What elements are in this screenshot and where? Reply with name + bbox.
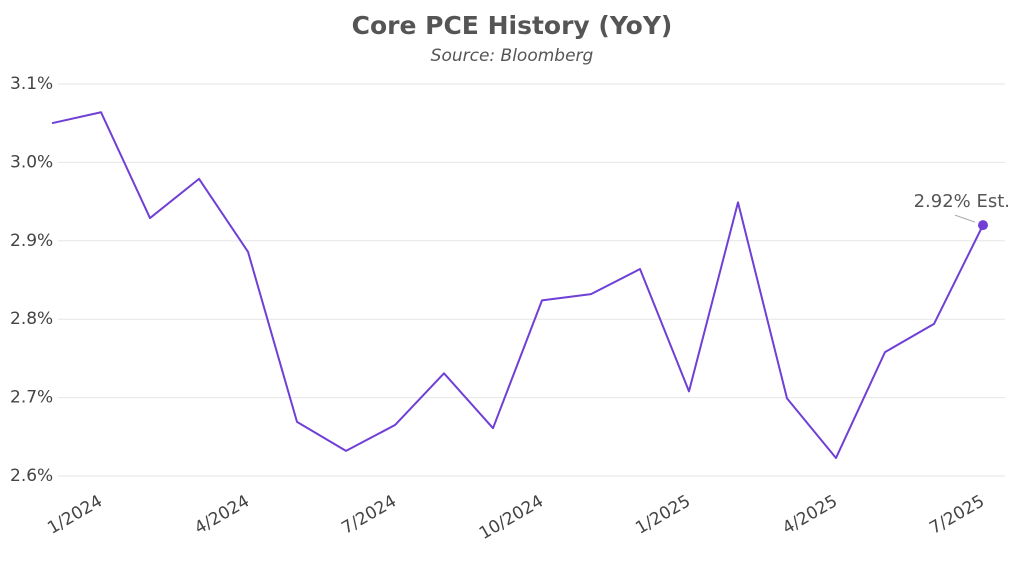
y-tick-label: 3.0% bbox=[10, 152, 53, 172]
annotation-leader bbox=[954, 214, 976, 223]
x-tick-label: 4/2025 bbox=[779, 491, 841, 538]
y-tick-label: 2.9% bbox=[10, 231, 53, 251]
x-tick-label: 1/2025 bbox=[632, 491, 694, 538]
x-tick-label: 7/2025 bbox=[926, 491, 988, 538]
x-tick-label: 1/2024 bbox=[44, 491, 106, 538]
y-tick-label: 2.6% bbox=[10, 466, 53, 486]
x-tick-label: 4/2024 bbox=[191, 491, 253, 538]
x-tick-label: 7/2024 bbox=[338, 491, 400, 538]
end-point bbox=[978, 220, 988, 231]
data-line bbox=[51, 111, 984, 459]
annotation: 2.92% Est. bbox=[914, 191, 1010, 212]
y-tick-label: 2.7% bbox=[10, 388, 53, 408]
y-tick-label: 2.8% bbox=[10, 309, 53, 329]
y-tick-label: 3.1% bbox=[10, 74, 53, 94]
chart-subtitle: Source: Bloomberg bbox=[431, 46, 594, 66]
x-tick-label: 10/2024 bbox=[476, 491, 547, 544]
chart-title: Core PCE History (YoY) bbox=[352, 11, 673, 40]
